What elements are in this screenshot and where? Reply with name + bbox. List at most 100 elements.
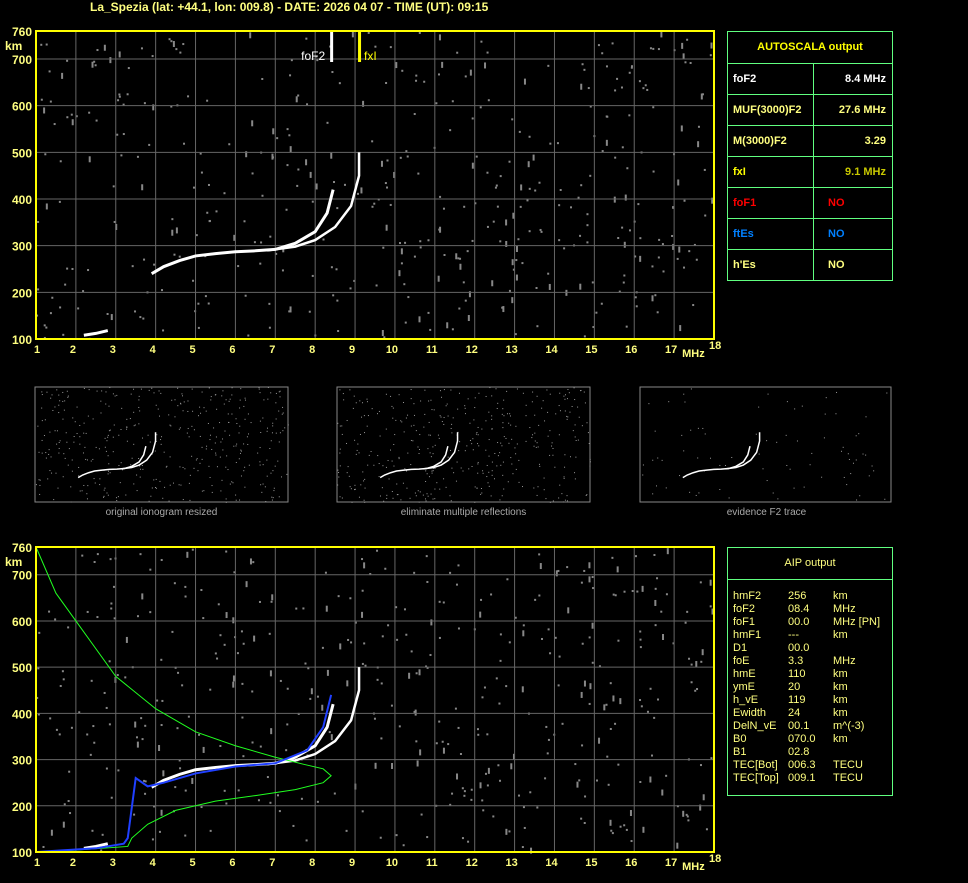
noise-dot	[206, 445, 208, 447]
noise-dot	[611, 832, 614, 835]
noise-dot	[508, 289, 511, 292]
noise-dot	[588, 636, 591, 639]
noise-dot	[180, 403, 182, 405]
noise-dot	[339, 389, 341, 391]
autoscala-row: h'Es NO	[728, 250, 892, 280]
noise-dot	[275, 432, 277, 434]
noise-dot	[341, 497, 343, 499]
noise-dot	[491, 418, 493, 420]
noise-dot	[701, 93, 704, 96]
noise-dot	[564, 499, 566, 501]
aip-row: B0 070.0 km	[728, 733, 892, 746]
noise-dot	[428, 421, 430, 423]
noise-dot	[54, 430, 56, 432]
noise-dot	[497, 455, 499, 457]
noise-dot	[258, 387, 260, 389]
noise-dot	[235, 445, 237, 447]
noise-dot	[205, 448, 207, 450]
noise-dot	[381, 330, 384, 337]
noise-dot	[785, 434, 787, 436]
noise-dot	[130, 393, 132, 395]
noise-dot	[515, 425, 517, 427]
noise-dot	[41, 394, 43, 396]
noise-dot	[225, 802, 228, 805]
noise-dot	[54, 618, 57, 621]
noise-dot	[297, 712, 300, 715]
noise-dot	[564, 454, 566, 456]
noise-dot	[653, 716, 656, 719]
aip-cell: foF2	[733, 603, 756, 615]
noise-dot	[455, 583, 458, 586]
noise-dot	[400, 420, 402, 422]
noise-dot	[451, 423, 453, 425]
noise-dot	[73, 441, 75, 443]
noise-dot	[606, 115, 609, 118]
noise-dot	[101, 833, 104, 836]
noise-dot	[275, 392, 277, 394]
noise-dot	[544, 777, 547, 780]
noise-dot	[324, 571, 327, 574]
noise-dot	[559, 410, 561, 412]
noise-dot	[511, 297, 514, 304]
noise-dot	[44, 419, 46, 421]
noise-dot	[641, 585, 644, 592]
autoscala-output-table: AUTOSCALA output foF2 8.4 MHz MUF(3000)F2 2…	[727, 31, 893, 281]
noise-dot	[292, 824, 295, 827]
noise-dot	[403, 608, 406, 611]
noise-dot	[474, 397, 476, 399]
aip-cell: TEC[Top]	[733, 772, 779, 784]
noise-dot	[449, 449, 451, 451]
noise-dot	[96, 390, 98, 392]
noise-dot	[141, 184, 144, 191]
noise-dot	[416, 760, 419, 767]
noise-dot	[116, 133, 119, 136]
noise-dot	[93, 560, 96, 563]
noise-dot	[417, 172, 420, 175]
noise-dot	[93, 478, 95, 480]
thumbnail-frame	[639, 386, 892, 503]
noise-dot	[484, 62, 487, 69]
noise-dot	[695, 661, 698, 668]
noise-dot	[155, 478, 157, 480]
noise-dot	[447, 415, 449, 417]
noise-dot	[491, 395, 493, 397]
noise-dot	[112, 185, 115, 188]
noise-dot	[474, 486, 476, 488]
noise-dot	[202, 746, 205, 753]
noise-dot	[107, 455, 109, 457]
noise-dot	[374, 45, 377, 48]
noise-dot	[276, 794, 279, 797]
noise-dot	[660, 610, 663, 613]
noise-dot	[143, 779, 146, 782]
noise-dot	[51, 296, 54, 299]
noise-dot	[518, 794, 521, 797]
noise-dot	[661, 243, 664, 246]
noise-dot	[569, 411, 571, 413]
noise-dot	[59, 400, 61, 402]
noise-dot	[94, 482, 96, 484]
noise-dot	[64, 457, 66, 459]
noise-dot	[470, 798, 473, 801]
noise-dot	[272, 422, 274, 424]
y-tick-label: 200	[12, 800, 32, 814]
noise-dot	[499, 499, 501, 501]
noise-dot	[175, 227, 178, 234]
noise-dot	[363, 562, 366, 569]
noise-dot	[180, 484, 182, 486]
noise-dot	[173, 582, 176, 585]
autoscala-row: M(3000)F2 3.29	[728, 126, 892, 157]
noise-dot	[225, 501, 227, 503]
noise-dot	[41, 452, 43, 454]
noise-dot	[118, 434, 120, 436]
noise-dot	[458, 307, 461, 310]
noise-dot	[459, 752, 462, 755]
noise-dot	[587, 432, 589, 434]
noise-dot	[441, 421, 443, 423]
noise-dot	[457, 726, 460, 729]
noise-dot	[38, 451, 40, 453]
noise-dot	[534, 189, 537, 192]
noise-dot	[231, 413, 233, 415]
noise-dot	[589, 174, 592, 177]
noise-dot	[558, 655, 561, 658]
noise-dot	[269, 235, 272, 238]
